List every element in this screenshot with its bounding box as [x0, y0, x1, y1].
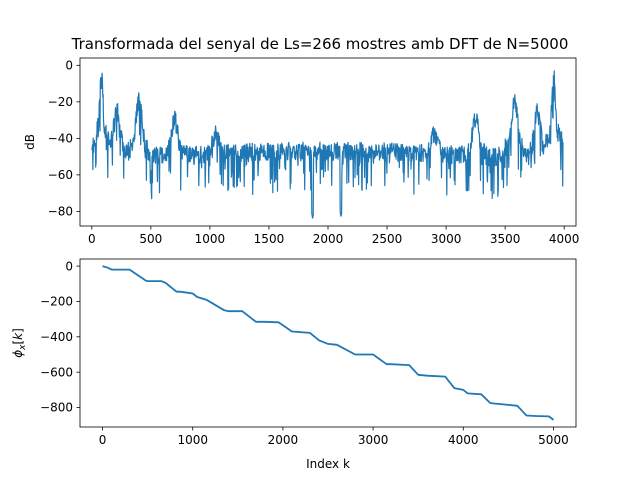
- top-y-axis-label: dB: [23, 134, 37, 150]
- bottom-plot-frame: [79, 258, 577, 428]
- bot-y-tick-label: −600: [40, 365, 73, 379]
- top-x-tick-label: 4000: [549, 232, 580, 246]
- top-x-tick-label: 1000: [195, 232, 226, 246]
- bottom-series-line: [102, 265, 555, 421]
- top-y-tick-label: −80: [48, 205, 73, 219]
- top-x-tick-label: 3000: [431, 232, 462, 246]
- bot-x-tick-label: 5000: [538, 433, 569, 447]
- top-y-tick-label: 0: [65, 59, 73, 73]
- top-x-tick-label: 0: [88, 232, 96, 246]
- bot-x-tick-label: 3000: [358, 433, 389, 447]
- bottom-y-axis-label: ϕx[k]: [11, 328, 28, 358]
- top-x-tick-label: 3500: [490, 232, 521, 246]
- top-y-tick-label: −60: [48, 168, 73, 182]
- bot-x-tick-label: 2000: [268, 433, 299, 447]
- bot-y-tick-label: −400: [40, 330, 73, 344]
- bot-y-tick-label: 0: [65, 259, 73, 273]
- top-series-group: [91, 70, 564, 219]
- bot-x-tick-label: 0: [99, 433, 107, 447]
- top-x-tick-label: 2000: [313, 232, 344, 246]
- top-chart: 0 500 1000 1500 2000 2500 3000 3500 4000 0 −20 −40…: [48, 57, 579, 246]
- bottom-x-axis-label: Index k: [306, 457, 350, 471]
- top-y-tick-label: −20: [48, 95, 73, 109]
- bot-x-tick-label: 1000: [177, 433, 208, 447]
- bot-y-tick-label: −800: [40, 401, 73, 415]
- bottom-x-axis: 0 1000 2000 3000 4000 5000: [99, 427, 569, 447]
- bot-x-tick-label: 4000: [448, 433, 479, 447]
- top-x-tick-label: 2500: [372, 232, 403, 246]
- top-y-axis: 0 −20 −40 −60 −80: [48, 59, 80, 219]
- bottom-y-axis: 0 −200 −400 −600 −800: [40, 259, 80, 415]
- top-x-axis: 0 500 1000 1500 2000 2500 3000 3500 4000: [88, 226, 579, 246]
- top-series-line: [91, 70, 564, 219]
- top-x-tick-label: 500: [139, 232, 162, 246]
- top-chart-title: Transformada del senyal de Ls=266 mostre…: [71, 35, 569, 53]
- top-plot-frame: [79, 57, 577, 227]
- bottom-chart: 0 1000 2000 3000 4000 5000 0 −200 −400 −600 −800: [40, 258, 577, 447]
- bottom-series-group: [102, 265, 555, 421]
- bot-y-tick-label: −200: [40, 295, 73, 309]
- top-y-tick-label: −40: [48, 132, 73, 146]
- top-x-tick-label: 1500: [254, 232, 285, 246]
